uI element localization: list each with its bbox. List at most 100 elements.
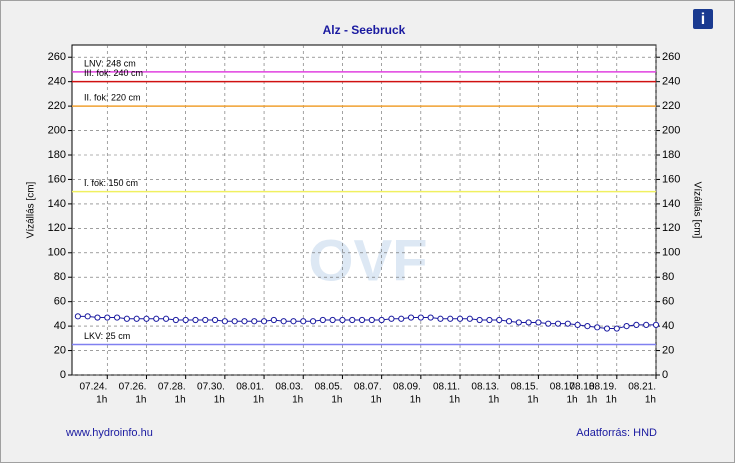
y-tick-label: 100 bbox=[48, 247, 66, 259]
x-tick-hour: 1h bbox=[371, 395, 382, 406]
y-tick-label: 220 bbox=[48, 100, 66, 112]
data-point bbox=[417, 314, 424, 321]
data-point bbox=[378, 316, 385, 324]
x-tick-hour: 1h bbox=[214, 395, 225, 406]
x-tick-hour: 1h bbox=[175, 395, 186, 406]
data-point bbox=[623, 323, 630, 330]
y2-tick-label: 260 bbox=[662, 51, 680, 63]
data-point bbox=[476, 316, 483, 324]
x-tick-label: 08.21. bbox=[628, 382, 656, 393]
y-tick-label: 60 bbox=[54, 296, 66, 308]
data-point bbox=[133, 315, 140, 322]
chart-title: Alz - Seebruck bbox=[323, 23, 406, 37]
threshold-label: I. fok: 150 cm bbox=[84, 178, 138, 188]
data-point bbox=[221, 318, 228, 325]
x-tick-hour: 1h bbox=[488, 395, 499, 406]
data-point bbox=[94, 314, 101, 321]
data-point bbox=[309, 318, 317, 325]
data-point bbox=[505, 318, 513, 325]
info-button[interactable] bbox=[693, 9, 713, 29]
data-point bbox=[545, 320, 552, 327]
x-tick-hour: 1h bbox=[135, 395, 146, 406]
x-tick-label: 08.03. bbox=[275, 382, 303, 393]
data-point bbox=[525, 319, 532, 326]
x-tick-hour: 1h bbox=[527, 395, 538, 406]
x-tick-label: 07.30. bbox=[197, 382, 225, 393]
y2-tick-label: 0 bbox=[662, 369, 668, 381]
info-icon[interactable]: i bbox=[701, 11, 705, 28]
x-tick-hour: 1h bbox=[253, 395, 264, 406]
data-point bbox=[496, 316, 503, 324]
y-tick-label: 240 bbox=[48, 76, 66, 88]
y2-tick-label: 120 bbox=[662, 222, 680, 234]
x-tick-hour: 1h bbox=[410, 395, 421, 406]
y2-tick-label: 180 bbox=[662, 149, 680, 161]
data-point bbox=[574, 321, 581, 328]
data-point bbox=[613, 325, 620, 332]
y-tick-label: 260 bbox=[48, 51, 66, 63]
data-point bbox=[368, 316, 375, 324]
data-point bbox=[329, 316, 336, 324]
data-point bbox=[113, 314, 121, 321]
data-point bbox=[652, 321, 660, 328]
footer-source: Adatforrás: HND bbox=[576, 427, 657, 439]
data-point bbox=[153, 315, 160, 322]
data-point bbox=[447, 315, 454, 322]
data-point bbox=[172, 316, 179, 324]
x-tick-label: 08.05. bbox=[315, 382, 343, 393]
y-tick-label: 180 bbox=[48, 149, 66, 161]
x-tick-label: 08.19. bbox=[589, 382, 617, 393]
x-tick-hour: 1h bbox=[449, 395, 460, 406]
x-tick-hour: 1h bbox=[292, 395, 303, 406]
y-tick-label: 140 bbox=[48, 198, 66, 210]
y-tick-label: 0 bbox=[60, 369, 66, 381]
data-point bbox=[564, 320, 571, 327]
data-point bbox=[211, 316, 219, 324]
data-point bbox=[192, 316, 199, 324]
x-tick-label: 08.11. bbox=[433, 382, 460, 393]
y2-tick-label: 100 bbox=[662, 247, 680, 259]
data-point bbox=[123, 315, 130, 322]
x-tick-label: 08.13. bbox=[471, 382, 499, 393]
data-point bbox=[388, 315, 395, 322]
data-point bbox=[300, 318, 307, 325]
data-point bbox=[339, 316, 346, 324]
data-point bbox=[407, 314, 415, 321]
y2-tick-label: 20 bbox=[662, 344, 674, 356]
data-point bbox=[643, 321, 650, 328]
data-point bbox=[427, 314, 434, 321]
x-tick-hour: 1h bbox=[645, 395, 656, 406]
x-tick-label: 08.01. bbox=[236, 382, 264, 393]
data-point bbox=[437, 315, 444, 322]
data-point bbox=[280, 318, 287, 325]
data-point bbox=[398, 315, 405, 322]
data-point bbox=[594, 324, 601, 331]
y2-tick-label: 160 bbox=[662, 173, 680, 185]
data-point bbox=[358, 316, 366, 324]
y2-tick-label: 140 bbox=[662, 198, 680, 210]
footer-link[interactable]: www.hydroinfo.hu bbox=[65, 427, 153, 439]
threshold-label: LNV: 248 cm bbox=[84, 58, 136, 68]
threshold-label: III. fok: 240 cm bbox=[84, 68, 143, 78]
x-tick-hour: 1h bbox=[96, 395, 107, 406]
data-point bbox=[231, 318, 238, 325]
y-tick-label: 40 bbox=[54, 320, 66, 332]
data-point bbox=[290, 318, 297, 325]
y2-tick-label: 220 bbox=[662, 100, 680, 112]
x-tick-label: 08.17. bbox=[550, 382, 578, 393]
data-point bbox=[633, 321, 640, 328]
data-point bbox=[456, 315, 464, 322]
data-point bbox=[202, 316, 209, 324]
data-point bbox=[74, 313, 81, 320]
y2-tick-label: 240 bbox=[662, 76, 680, 88]
data-point bbox=[241, 318, 248, 325]
data-point bbox=[260, 318, 268, 325]
threshold-label: II. fok: 220 cm bbox=[84, 92, 141, 102]
x-tick-label: 07.24. bbox=[79, 382, 107, 393]
data-point bbox=[251, 318, 258, 325]
y-tick-label: 200 bbox=[48, 124, 66, 136]
x-tick-label: 07.26. bbox=[119, 382, 147, 393]
x-tick-hour: 1h bbox=[586, 395, 597, 406]
x-tick-label: 08.15. bbox=[511, 382, 539, 393]
